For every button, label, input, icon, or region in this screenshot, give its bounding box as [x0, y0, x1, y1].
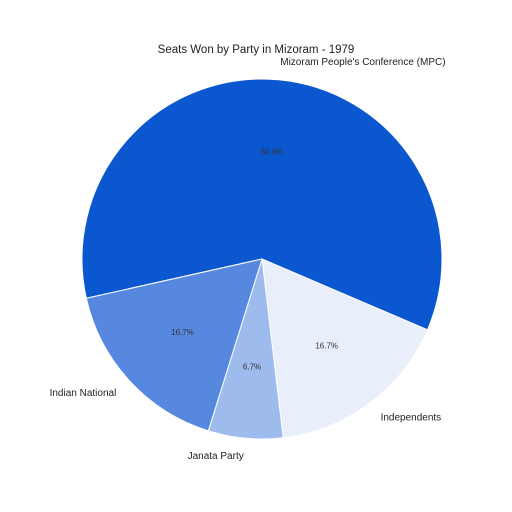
- slice-percent-label: 16.7%: [315, 341, 338, 350]
- pie-slice: [81, 78, 443, 331]
- pie-slice: [261, 258, 429, 439]
- slice-category-label: Independents: [381, 413, 442, 424]
- pie-slice: [85, 258, 263, 432]
- pie-slices: [81, 78, 443, 440]
- slice-category-label: Janata Party: [188, 451, 244, 462]
- slice-category-label: Mizoram People's Conference (MPC): [280, 57, 445, 68]
- slice-percent-label: 16.7%: [171, 328, 194, 337]
- slice-percent-label: 6.7%: [243, 363, 261, 372]
- pie-labels: 60.0% Mizoram People's Conference (MPC) 16…: [50, 57, 446, 462]
- slice-category-label: Indian National: [50, 388, 117, 399]
- slice-percent-label: 60.0%: [261, 147, 284, 156]
- chart-title: Seats Won by Party in Mizoram - 1979: [158, 44, 355, 56]
